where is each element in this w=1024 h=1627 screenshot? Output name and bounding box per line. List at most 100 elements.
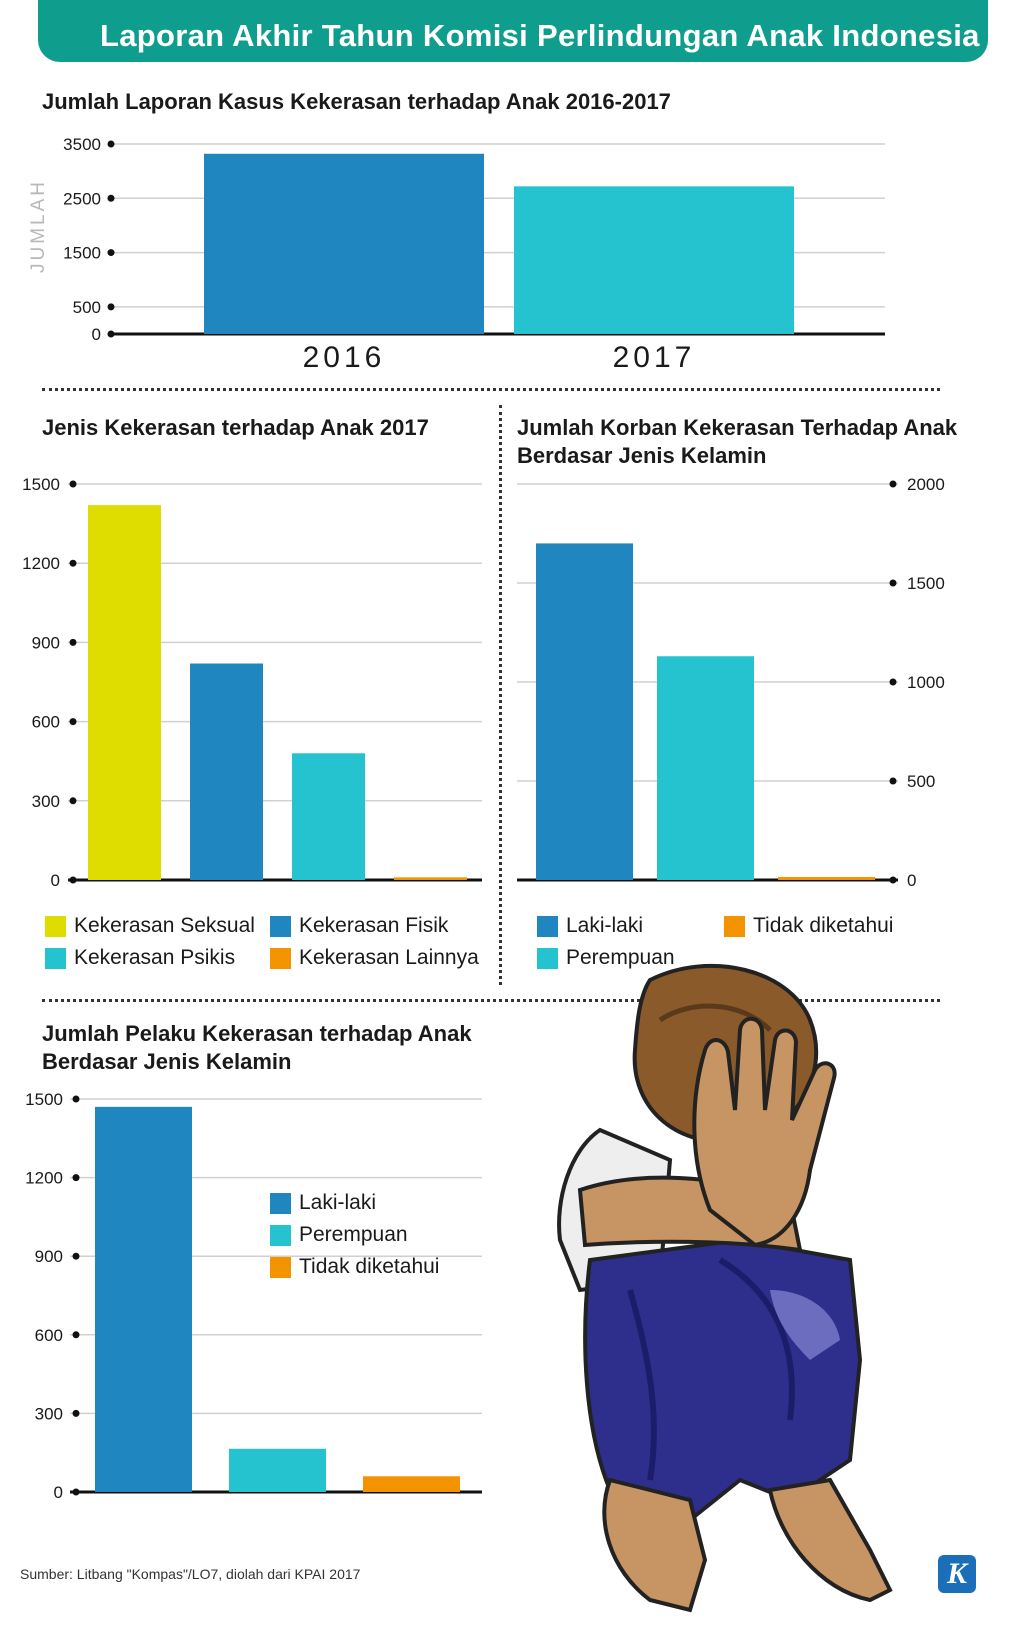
chart3-title-line1: Jumlah Korban Kekerasan Terhadap Anak <box>517 415 958 440</box>
child-covering-face-icon <box>557 963 893 1613</box>
chart1-svg: 0 500 1500 2500 3500 2016 2017 JUMLAH <box>28 135 885 374</box>
chart1-category-label: 2017 <box>613 341 696 374</box>
chart3-tick-label: 2000 <box>907 475 945 494</box>
chart2-tick-label: 300 <box>32 792 60 811</box>
divider-vertical <box>499 405 502 985</box>
chart4-tick-dot <box>72 1174 80 1182</box>
chart2-bar-3 <box>394 877 467 880</box>
chart1-bar-1 <box>514 186 794 334</box>
legend-label: Kekerasan Psikis <box>74 946 236 969</box>
chart2-tick-label: 900 <box>32 633 60 652</box>
chart3-bar-0 <box>536 543 633 880</box>
kompas-logo-icon: K <box>938 1555 976 1593</box>
chart3-bar-1 <box>657 656 754 880</box>
chart1-tick-dot <box>107 249 115 257</box>
divider-middle <box>42 999 940 1002</box>
chart4-tick-label: 900 <box>35 1247 63 1266</box>
chart2-tick-dot <box>69 797 77 805</box>
chart3-title: Jumlah Korban Kekerasan Terhadap Anak Be… <box>517 414 957 470</box>
chart1-tick-dot <box>107 194 115 202</box>
divider-top <box>42 388 940 391</box>
chart3-tick-dot <box>889 777 897 785</box>
legend-item-fisik: Kekerasan Fisik <box>270 914 448 938</box>
page-title: Laporan Akhir Tahun Komisi Perlindungan … <box>100 18 980 53</box>
legend-item-seksual: Kekerasan Seksual <box>45 914 255 938</box>
legend-label: Perempuan <box>299 1223 408 1246</box>
legend-label: Laki-laki <box>566 914 644 937</box>
chart2-bar-0 <box>88 505 161 880</box>
chart4-title-line1: Jumlah Pelaku Kekerasan terhadap Anak <box>42 1021 472 1046</box>
chart2-title: Jenis Kekerasan terhadap Anak 2017 <box>42 414 429 442</box>
chart1-ylabel: JUMLAH <box>28 179 49 273</box>
legend-label: Kekerasan Lainnya <box>299 946 479 969</box>
legend-swatch-orange <box>724 915 745 937</box>
chart1-tick-label: 3500 <box>63 135 101 154</box>
legend-swatch-blue <box>270 915 291 937</box>
chart2-tick-dot <box>69 559 77 567</box>
legend-label: Kekerasan Seksual <box>74 914 255 937</box>
legend-swatch-yellow <box>45 915 66 937</box>
legend-swatch-orange <box>270 1256 291 1278</box>
chart1-tick-dot <box>107 140 115 148</box>
chart1-tick-label: 1500 <box>63 244 101 263</box>
chart3-tick-dot <box>889 579 897 587</box>
chart1-tick-label: 500 <box>73 298 101 317</box>
chart2-bar-2 <box>292 753 365 880</box>
chart3-title-line2: Berdasar Jenis Kelamin <box>517 443 767 468</box>
chart3-tick-label: 1000 <box>907 673 945 692</box>
chart1-title-text: Jumlah Laporan Kasus Kekerasan terhadap … <box>42 89 671 114</box>
chart2-bar-1 <box>190 663 263 880</box>
chart4-bar-0 <box>95 1106 192 1492</box>
legend-label: Tidak diketahui <box>753 914 894 937</box>
chart2-tick-label: 1200 <box>22 554 60 573</box>
chart3-tick-label: 0 <box>907 871 916 890</box>
legend-item-laki: Laki-laki <box>270 1191 376 1215</box>
chart4-tick-label: 600 <box>35 1326 63 1345</box>
chart2-tick-dot <box>69 480 77 488</box>
legend-swatch-cyan <box>270 1224 291 1246</box>
chart4-tick-dot <box>72 1409 80 1417</box>
chart3-tick-label: 500 <box>907 772 935 791</box>
legend-label: Perempuan <box>566 946 675 969</box>
chart3-svg: 0 500 1000 1500 2000 <box>517 475 945 890</box>
chart2-title-text: Jenis Kekerasan terhadap Anak 2017 <box>42 415 429 440</box>
chart1-title: Jumlah Laporan Kasus Kekerasan terhadap … <box>42 88 671 116</box>
chart4-tick-label: 300 <box>35 1404 63 1423</box>
legend-item-psikis: Kekerasan Psikis <box>45 946 235 970</box>
chart1-category-label: 2016 <box>303 341 386 374</box>
chart4-bar-1 <box>229 1448 326 1492</box>
chart4-tick-label: 1200 <box>25 1169 63 1188</box>
legend-item-perempuan: Perempuan <box>270 1223 408 1247</box>
chart2-tick-dot <box>69 718 77 726</box>
header-banner: Laporan Akhir Tahun Komisi Perlindungan … <box>38 0 988 62</box>
legend-swatch-blue <box>537 915 558 937</box>
legend-label: Kekerasan Fisik <box>299 914 449 937</box>
legend-label: Tidak diketahui <box>299 1255 440 1278</box>
chart3-tick-label: 1500 <box>907 574 945 593</box>
chart1-tick-label: 2500 <box>63 189 101 208</box>
chart2-tick-dot <box>69 638 77 646</box>
legend-item-laki: Laki-laki <box>537 914 643 938</box>
legend-item-perempuan: Perempuan <box>537 946 675 970</box>
legend-item-tidak-diketahui: Tidak diketahui <box>270 1255 439 1279</box>
legend-swatch-orange <box>270 947 291 969</box>
chart4-tick-label: 0 <box>54 1483 63 1502</box>
chart2-tick-label: 0 <box>51 871 60 890</box>
legend-swatch-blue <box>270 1192 291 1214</box>
chart4-title: Jumlah Pelaku Kekerasan terhadap Anak Be… <box>42 1020 472 1076</box>
chart4-tick-dot <box>72 1331 80 1339</box>
chart1-tick-label: 0 <box>92 325 101 344</box>
legend-swatch-cyan <box>45 947 66 969</box>
chart3-bar-2 <box>778 877 875 880</box>
chart1-tick-dot <box>107 303 115 311</box>
chart2-tick-label: 600 <box>32 713 60 732</box>
chart1-bar-0 <box>204 153 484 334</box>
legend-label: Laki-laki <box>299 1191 377 1214</box>
chart4-title-line2: Berdasar Jenis Kelamin <box>42 1049 292 1074</box>
chart2-svg: 0 300 600 900 1200 1500 <box>22 475 482 890</box>
legend-item-lainnya: Kekerasan Lainnya <box>270 946 479 970</box>
legend-item-tidak-diketahui: Tidak diketahui <box>724 914 893 938</box>
chart4-tick-label: 1500 <box>25 1090 63 1109</box>
chart3-tick-dot <box>889 678 897 686</box>
